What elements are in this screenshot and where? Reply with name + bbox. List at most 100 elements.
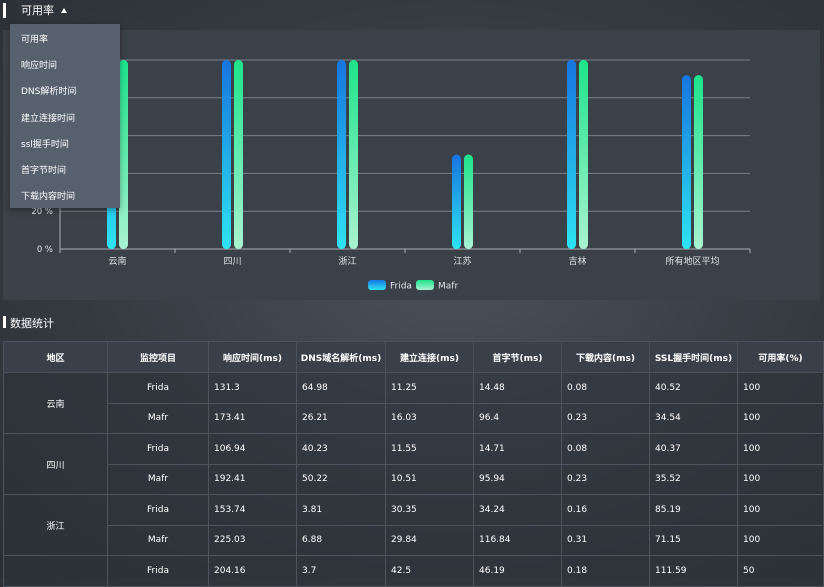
- legend-label: Frida: [390, 282, 412, 292]
- dropdown-item-ssl-time[interactable]: ssl握手时间: [21, 140, 69, 150]
- value-cell: 0.23: [561, 463, 650, 495]
- value-cell: 111.59: [649, 555, 738, 587]
- value-cell: 3.81: [296, 494, 386, 526]
- value-cell: 131.3: [208, 372, 297, 404]
- value-cell: 64.98: [296, 372, 386, 404]
- region-cell: 云南: [3, 372, 108, 434]
- dropdown-item-first-byte-time[interactable]: 首字节时间: [21, 166, 67, 176]
- value-cell: 50.22: [296, 463, 386, 495]
- bar-frida: [222, 60, 231, 249]
- section-title: 数据统计: [10, 317, 54, 330]
- column-header: 可用率(%): [737, 341, 824, 373]
- column-header: 建立连接(ms): [385, 341, 474, 373]
- bar-frida: [682, 75, 691, 249]
- monitor-cell: Mafr: [107, 463, 209, 495]
- value-cell: 10.51: [385, 463, 474, 495]
- value-cell: 225.03: [208, 524, 297, 556]
- value-cell: 100: [737, 433, 824, 465]
- bar-frida: [567, 60, 576, 249]
- metric-dropdown-menu[interactable]: 可用率 响应时间 DNS解析时间 建立连接时间 ssl握手时间 首字节时间 下载…: [10, 24, 120, 208]
- value-cell: 14.48: [473, 372, 562, 404]
- table-row: 云南 Frida 131.3 64.98 11.25 14.48 0.08 40…: [3, 372, 824, 434]
- bar-frida: [337, 60, 346, 249]
- column-header: SSL握手时间(ms): [649, 341, 738, 373]
- value-cell: 0.18: [561, 555, 650, 587]
- bar-frida: [452, 154, 461, 249]
- value-cell: 153.74: [208, 494, 297, 526]
- value-cell: 100: [737, 402, 824, 434]
- table-row: Mafr 225.03 6.88 29.84 116.84 0.31 71.15…: [3, 524, 824, 556]
- monitor-cell: Frida: [107, 555, 209, 587]
- table-row: Mafr 173.41 26.21 16.03 96.4 0.23 34.54 …: [3, 402, 824, 434]
- column-header: 响应时间(ms): [208, 341, 297, 373]
- value-cell: 85.19: [649, 494, 738, 526]
- monitor-cell: Frida: [107, 494, 209, 526]
- stats-table: 地区 监控项目 响应时间(ms) DNS域名解析(ms) 建立连接(ms) 首字…: [3, 341, 824, 587]
- x-tick-label: 吉林: [568, 255, 586, 267]
- legend-swatch: [368, 280, 386, 290]
- monitor-cell: Mafr: [107, 524, 209, 556]
- value-cell: 34.54: [649, 402, 738, 434]
- legend-label: Mafr: [438, 282, 458, 292]
- caret-up-icon[interactable]: [61, 8, 67, 13]
- dropdown-item-availability[interactable]: 可用率: [21, 35, 49, 45]
- value-cell: 0.23: [561, 402, 650, 434]
- legend-swatch: [416, 280, 434, 290]
- value-cell: 40.52: [649, 372, 738, 404]
- value-cell: 40.23: [296, 433, 386, 465]
- column-header: 监控项目: [107, 341, 209, 373]
- y-tick-label: 20 %: [31, 207, 53, 217]
- value-cell: 100: [737, 372, 824, 404]
- region-cell: 浙江: [3, 494, 108, 556]
- value-cell: 116.84: [473, 524, 562, 556]
- table-row: 浙江 Frida 153.74 3.81 30.35 34.24 0.16 85…: [3, 494, 824, 556]
- value-cell: 0.16: [561, 494, 650, 526]
- value-cell: 95.94: [473, 463, 562, 495]
- value-cell: 173.41: [208, 402, 297, 434]
- value-cell: 29.84: [385, 524, 474, 556]
- bar-mafr: [579, 60, 588, 249]
- table-row: Frida 204.16 3.7 42.5 46.19 0.18 111.59 …: [3, 555, 824, 587]
- table-row: 四川 Frida 106.94 40.23 11.55 14.71 0.08 4…: [3, 433, 824, 495]
- table-row: Mafr 192.41 50.22 10.51 95.94 0.23 35.52…: [3, 463, 824, 495]
- value-cell: 40.37: [649, 433, 738, 465]
- value-cell: 26.21: [296, 402, 386, 434]
- value-cell: 35.52: [649, 463, 738, 495]
- bar-mafr: [349, 60, 358, 249]
- chart-panel: 0 % 20 % 云南 四川 浙江 江苏 吉林 所有地区平均 Frida Mafr: [3, 30, 820, 300]
- value-cell: 0.08: [561, 433, 650, 465]
- dropdown-item-dns-time[interactable]: DNS解析时间: [21, 87, 77, 97]
- availability-chart: 0 % 20 % 云南 四川 浙江 江苏 吉林 所有地区平均 Frida Mafr: [31, 59, 751, 292]
- region-cell: [3, 555, 108, 587]
- value-cell: 14.71: [473, 433, 562, 465]
- x-tick-label: 云南: [108, 255, 126, 267]
- value-cell: 50: [737, 555, 824, 587]
- value-cell: 96.4: [473, 402, 562, 434]
- region-cell: 四川: [3, 433, 108, 495]
- table-header-row: 地区 监控项目 响应时间(ms) DNS域名解析(ms) 建立连接(ms) 首字…: [3, 341, 824, 373]
- value-cell: 11.25: [385, 372, 474, 404]
- monitor-cell: Frida: [107, 433, 209, 465]
- metric-selector-label[interactable]: 可用率: [21, 4, 54, 17]
- value-cell: 100: [737, 494, 824, 526]
- value-cell: 11.55: [385, 433, 474, 465]
- value-cell: 6.88: [296, 524, 386, 556]
- title-accent-bar: [3, 3, 6, 18]
- dropdown-item-response-time[interactable]: 响应时间: [21, 61, 58, 71]
- value-cell: 0.31: [561, 524, 650, 556]
- column-header: 首字节(ms): [473, 341, 562, 373]
- dropdown-item-download-time[interactable]: 下载内容时间: [21, 192, 76, 202]
- value-cell: 3.7: [296, 555, 386, 587]
- value-cell: 106.94: [208, 433, 297, 465]
- value-cell: 16.03: [385, 402, 474, 434]
- dropdown-item-connect-time[interactable]: 建立连接时间: [21, 114, 76, 124]
- value-cell: 71.15: [649, 524, 738, 556]
- x-tick-label: 浙江: [338, 255, 356, 267]
- x-tick-label: 四川: [223, 257, 241, 267]
- value-cell: 30.35: [385, 494, 474, 526]
- value-cell: 0.08: [561, 372, 650, 404]
- metric-selector[interactable]: 可用率: [0, 0, 824, 22]
- x-tick-label: 所有地区平均: [665, 255, 719, 267]
- monitor-cell: Mafr: [107, 402, 209, 434]
- value-cell: 192.41: [208, 463, 297, 495]
